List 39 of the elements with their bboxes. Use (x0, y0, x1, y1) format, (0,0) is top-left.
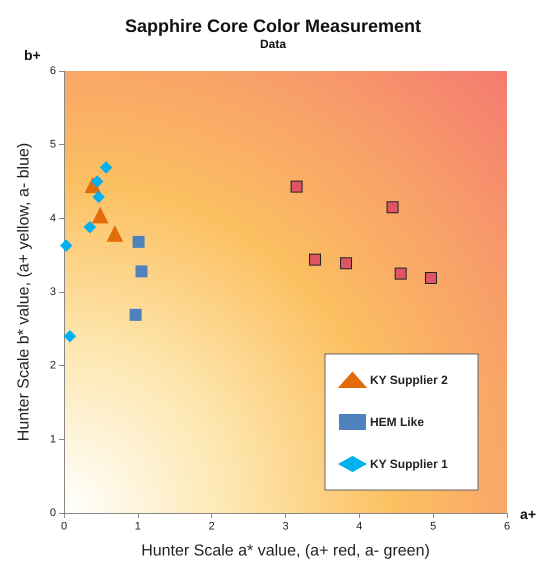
y-tick-label: 3 (50, 286, 56, 298)
point (424, 272, 437, 284)
x-tick-label: 6 (504, 520, 510, 532)
x-axis-title: Hunter Scale a* value, (a+ red, a- green) (141, 542, 430, 560)
chart-subtitle: Data (260, 37, 286, 51)
point (100, 162, 112, 174)
point (386, 201, 399, 214)
point (290, 180, 303, 193)
y-tick-label: 4 (50, 212, 56, 224)
text: b+ (24, 47, 41, 63)
chart-title: Sapphire Core Color Measurement (124, 16, 422, 36)
point (92, 190, 105, 203)
point (340, 257, 352, 270)
point (394, 268, 407, 280)
point (136, 265, 148, 278)
point (130, 308, 142, 321)
point (309, 254, 322, 266)
x-tick-label: 3 (282, 520, 289, 532)
x-tick-label: 5 (430, 520, 436, 532)
legend-label: HEM Like (370, 415, 424, 429)
legend-label: KY Supplier 1 (370, 457, 448, 471)
text: a+ (520, 506, 536, 522)
x-tick-label: 2 (208, 520, 215, 532)
x-tick-label: 0 (60, 520, 68, 532)
y-tick-label: 5 (50, 138, 56, 151)
y-axis-title: Hunter Scale b* value, (a+ yellow, a- blue) (16, 142, 32, 442)
y-tick-label: 1 (50, 433, 56, 446)
point (84, 221, 96, 234)
y-tick-label: 6 (50, 65, 56, 77)
y-tick-label: 2 (50, 360, 56, 372)
x-tick-label: 4 (356, 520, 362, 532)
y-tick-label: 0 (50, 507, 56, 519)
point (106, 226, 123, 242)
x-tick-label: 1 (134, 520, 141, 532)
point (60, 240, 72, 252)
point (64, 330, 76, 342)
point (92, 207, 108, 224)
point (132, 236, 145, 248)
legend-label: KY Supplier 2 (370, 373, 448, 387)
